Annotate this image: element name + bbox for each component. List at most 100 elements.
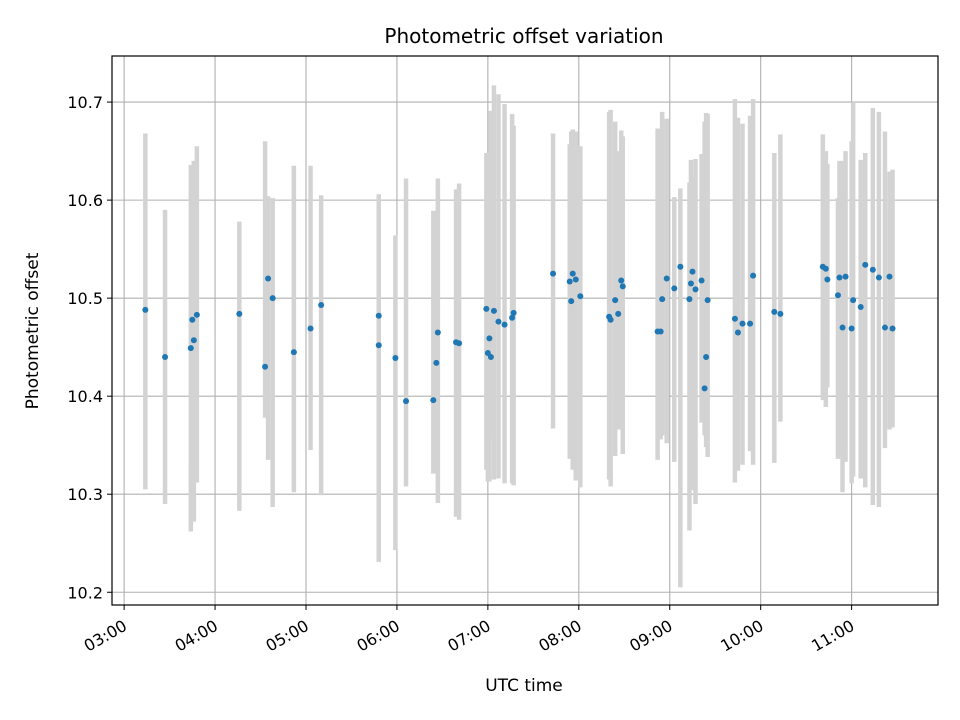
- data-point: [486, 335, 493, 342]
- x-tick-label: 09:00: [626, 616, 675, 656]
- data-point: [189, 316, 196, 323]
- data-point: [265, 275, 272, 282]
- x-tick-label: 11:00: [808, 616, 857, 656]
- data-point: [433, 359, 440, 366]
- data-point: [698, 277, 705, 284]
- data-point: [842, 273, 849, 280]
- y-tick-layer: 10.2 10.3 10.4 10.5 10.6 10.7: [67, 93, 112, 602]
- data-point: [618, 277, 625, 284]
- data-point: [659, 296, 666, 303]
- data-point: [487, 353, 494, 360]
- data-point: [692, 286, 699, 293]
- data-point: [689, 268, 696, 275]
- grid-layer: [112, 56, 938, 605]
- x-tick-label: 08:00: [535, 616, 584, 656]
- data-point: [430, 397, 437, 404]
- data-point: [483, 305, 490, 312]
- y-tick-label: 10.2: [67, 583, 103, 602]
- data-point: [822, 265, 829, 272]
- data-point: [269, 295, 276, 302]
- data-point: [619, 283, 626, 290]
- data-point: [824, 276, 831, 283]
- data-point: [190, 337, 197, 344]
- data-point: [687, 280, 694, 287]
- data-point: [162, 353, 169, 360]
- x-tick-label: 05:00: [263, 616, 312, 656]
- data-point: [875, 274, 882, 281]
- data-point: [569, 270, 576, 277]
- data-point: [657, 328, 664, 335]
- data-point: [836, 274, 843, 281]
- data-point: [550, 270, 557, 277]
- data-point: [501, 321, 508, 328]
- data-point: [777, 310, 784, 317]
- y-tick-label: 10.7: [67, 93, 103, 112]
- data-point: [869, 266, 876, 273]
- data-point: [403, 398, 410, 405]
- data-point: [848, 325, 855, 332]
- data-point: [456, 340, 463, 347]
- data-point: [771, 308, 778, 315]
- data-point: [703, 353, 710, 360]
- x-tick-layer: 03:00 04:00 05:00 06:00 07:00 08:00 09:00 10:00…: [81, 605, 858, 656]
- data-point: [193, 311, 200, 318]
- data-point: [671, 285, 678, 292]
- data-point: [834, 292, 841, 299]
- x-axis-title: UTC time: [485, 676, 563, 696]
- point-layer: [142, 261, 896, 405]
- y-tick-label: 10.3: [67, 485, 103, 504]
- data-point: [850, 297, 857, 304]
- data-point: [290, 349, 297, 356]
- data-point: [495, 318, 502, 325]
- data-point: [307, 325, 314, 332]
- data-point: [566, 278, 573, 285]
- data-point: [142, 306, 149, 313]
- data-point: [187, 345, 194, 352]
- errorbar-layer: [143, 85, 895, 588]
- data-point: [434, 329, 441, 336]
- chart-title: Photometric offset variation: [384, 24, 663, 48]
- data-point: [375, 342, 382, 349]
- data-point: [577, 293, 584, 300]
- data-point: [615, 310, 622, 317]
- data-point: [747, 320, 754, 327]
- y-tick-label: 10.4: [67, 387, 103, 406]
- y-tick-label: 10.6: [67, 191, 103, 210]
- data-point: [236, 310, 243, 317]
- x-tick-label: 03:00: [81, 616, 130, 656]
- data-point: [886, 273, 893, 280]
- data-point: [839, 324, 846, 331]
- data-point: [889, 325, 896, 332]
- x-tick-label: 06:00: [354, 616, 403, 656]
- data-point: [509, 314, 516, 321]
- data-point: [262, 363, 269, 370]
- data-point: [731, 315, 738, 322]
- data-point: [750, 272, 757, 279]
- plot-area-frame: [111, 55, 939, 606]
- data-point: [677, 263, 684, 270]
- data-point: [375, 312, 382, 319]
- x-tick-label: 07:00: [444, 616, 493, 656]
- data-point: [701, 385, 708, 392]
- data-point: [490, 307, 497, 314]
- y-axis-title: Photometric offset: [23, 252, 43, 409]
- data-point: [734, 329, 741, 336]
- data-point: [857, 303, 864, 310]
- data-point: [572, 276, 579, 283]
- data-point: [686, 296, 693, 303]
- data-point: [739, 320, 746, 327]
- data-point: [510, 309, 517, 316]
- data-point: [392, 354, 399, 361]
- data-point: [607, 316, 614, 323]
- data-point: [881, 324, 888, 331]
- y-tick-label: 10.5: [67, 289, 103, 308]
- data-point: [612, 297, 619, 304]
- x-tick-label: 10:00: [717, 616, 766, 656]
- data-point: [862, 261, 869, 268]
- data-point: [704, 297, 711, 304]
- data-point: [663, 275, 670, 282]
- data-point: [318, 302, 325, 309]
- x-tick-label: 04:00: [172, 616, 221, 656]
